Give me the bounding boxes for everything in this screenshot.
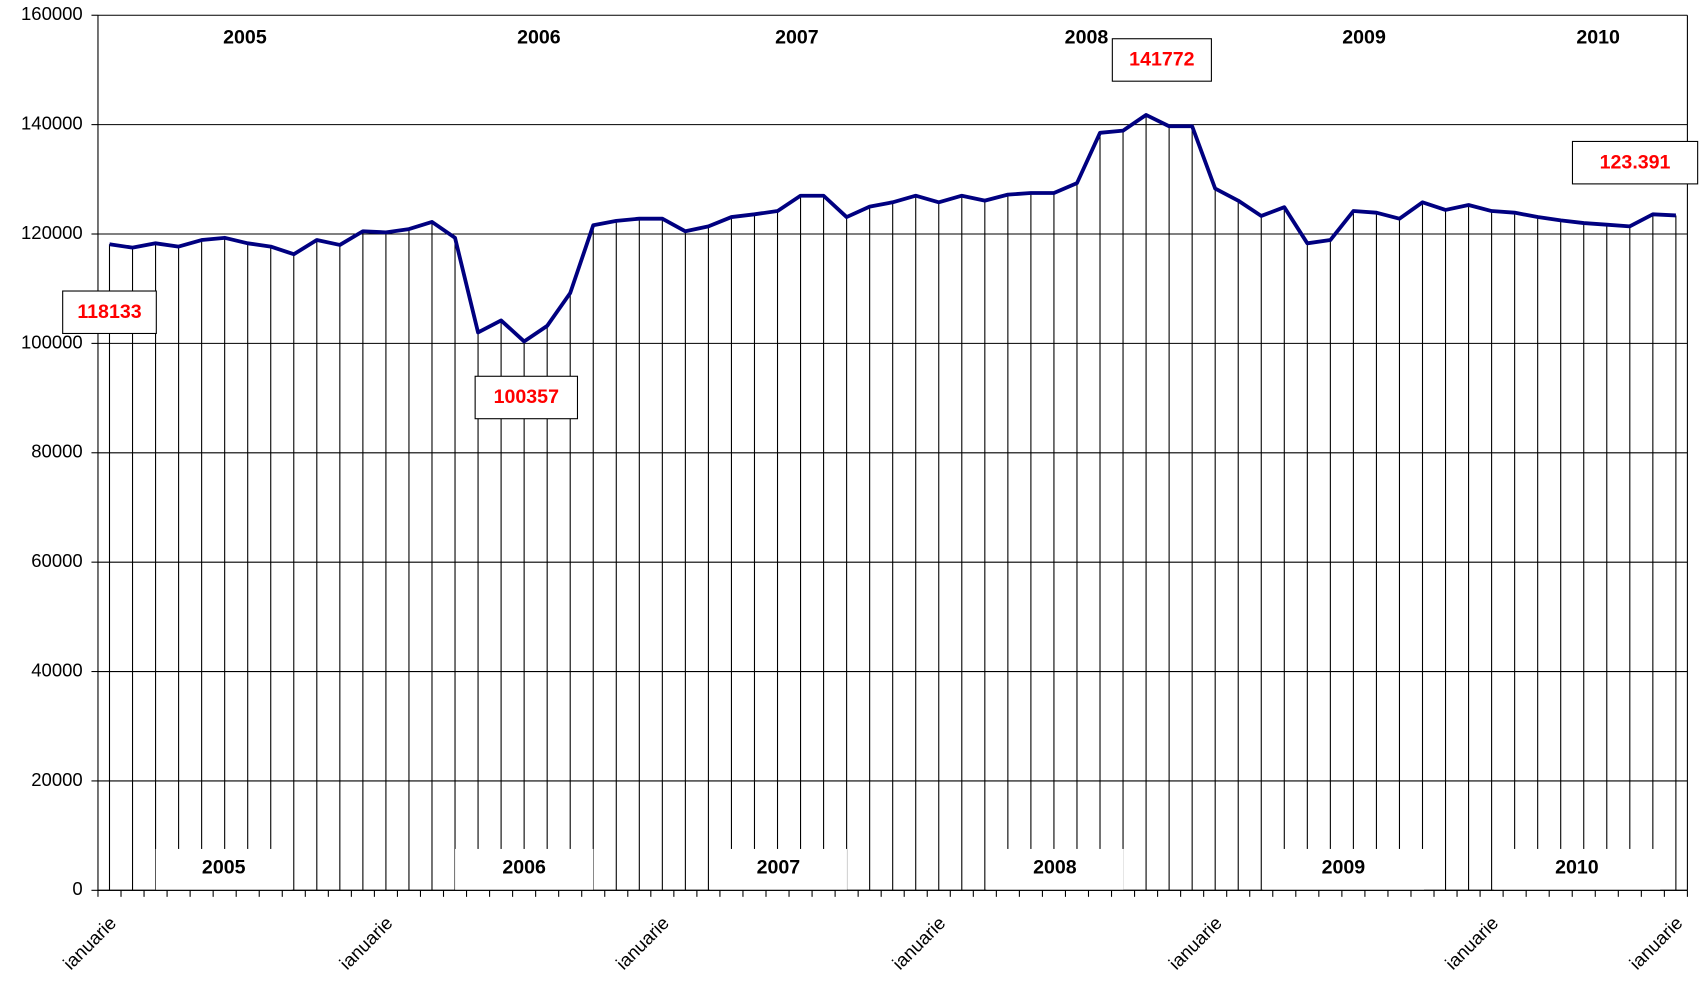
series-line <box>109 113 1676 344</box>
label-box <box>62 290 157 335</box>
year-label: 2009 <box>1342 26 1386 48</box>
y-tick-label: 100000 <box>21 331 83 352</box>
year-label: 2009 <box>1322 857 1366 879</box>
year-label: 2008 <box>1065 26 1109 48</box>
x-tick-label: ianuarie <box>59 912 120 973</box>
year-box <box>986 848 1124 891</box>
year-label: 2007 <box>775 26 819 48</box>
x-tick-label: ianuarie <box>1164 912 1225 973</box>
x-tick-label: ianuarie <box>1625 912 1686 973</box>
year-label: 2006 <box>502 857 546 879</box>
y-tick-label: 0 <box>72 878 82 899</box>
year-label: 2010 <box>1555 857 1599 879</box>
y-tick-label: 120000 <box>21 222 83 243</box>
year-label: 2006 <box>517 26 561 48</box>
data-label: 141772 <box>1129 49 1194 71</box>
year-label: 2008 <box>1033 857 1077 879</box>
data-label: 118133 <box>77 301 141 323</box>
x-tick-label: ianuarie <box>888 912 949 973</box>
y-tick-label: 40000 <box>31 659 82 680</box>
x-tick-label: ianuarie <box>335 912 396 973</box>
year-box <box>1493 848 1661 891</box>
year-label: 2010 <box>1576 26 1620 48</box>
year-box <box>709 848 847 891</box>
data-label: 100357 <box>494 386 559 408</box>
y-tick-label: 160000 <box>21 3 83 24</box>
year-label: 2007 <box>757 857 801 879</box>
data-label: 123.391 <box>1600 151 1671 173</box>
year-label: 2005 <box>223 26 267 48</box>
year-box <box>455 848 594 891</box>
year-box <box>155 848 292 891</box>
x-tick-label: ianuarie <box>612 912 673 973</box>
y-tick-label: 60000 <box>31 550 82 571</box>
label-box <box>1111 38 1212 82</box>
label-box <box>1571 140 1699 185</box>
year-label: 2005 <box>202 857 246 879</box>
y-tick-label: 20000 <box>31 769 82 790</box>
y-tick-label: 140000 <box>21 113 83 134</box>
x-tick-label: ianuarie <box>1441 912 1502 973</box>
label-box <box>474 375 579 420</box>
y-tick-label: 80000 <box>31 441 82 462</box>
year-box <box>1262 848 1424 891</box>
